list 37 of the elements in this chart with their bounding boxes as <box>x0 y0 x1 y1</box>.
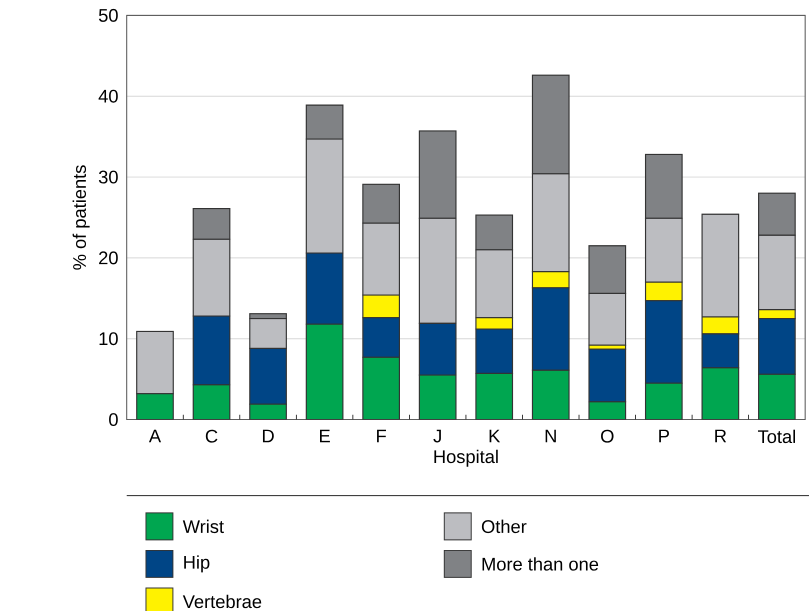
bar <box>306 324 343 420</box>
x-tick-label: F <box>377 430 386 442</box>
bar <box>362 357 400 420</box>
x-tick-label: A <box>148 430 162 442</box>
legend-label: More than one <box>482 557 598 571</box>
bar <box>419 375 456 420</box>
x-tick-label: C <box>206 430 218 443</box>
x-tick-label: J <box>433 430 441 442</box>
legend-label: Hip <box>184 555 210 572</box>
y-tick-label: 30 <box>98 170 118 184</box>
bar <box>589 402 626 420</box>
bar <box>758 374 796 420</box>
x-tick-label: P <box>659 430 669 442</box>
bar <box>588 348 626 402</box>
x-tick-label: K <box>490 430 500 442</box>
x-tick-label: O <box>601 430 614 443</box>
bar <box>702 368 739 420</box>
y-tick-label: 0 <box>109 413 118 426</box>
bar <box>646 383 682 420</box>
x-tick-label: Total <box>758 430 795 444</box>
bar <box>193 384 230 420</box>
bar <box>136 394 174 420</box>
bar <box>476 373 512 420</box>
legend-label: Wrist <box>182 520 224 534</box>
y-tick-label: 40 <box>98 90 118 103</box>
x-tick-label: R <box>715 430 726 442</box>
y-tick-label: 10 <box>100 332 118 346</box>
x-tick-label: D <box>262 430 274 442</box>
y-tick-label: 50 <box>98 8 118 22</box>
bar <box>532 370 570 420</box>
x-tick-label: E <box>320 430 330 442</box>
y-tick-label: 20 <box>99 251 118 264</box>
legend-label: Vertebrae <box>182 594 262 608</box>
x-axis-title: Hospital <box>434 450 498 467</box>
y-axis-title: % of patients <box>72 165 90 270</box>
x-tick-label: N <box>546 430 556 442</box>
legend-label: Other <box>482 520 526 534</box>
